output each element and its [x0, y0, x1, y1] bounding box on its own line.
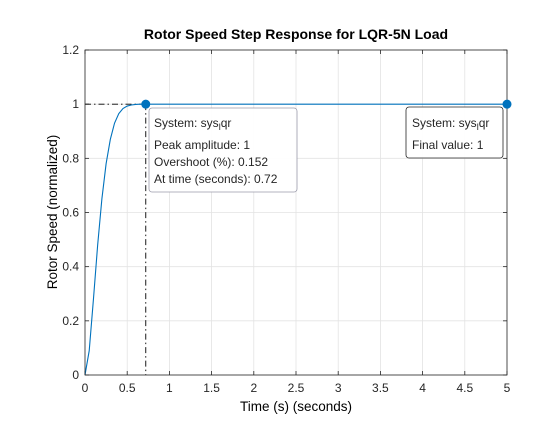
y-tick-label: 1 — [72, 97, 79, 111]
y-axis-label: Rotor Speed (normalized) — [45, 135, 60, 290]
final-datatip-box — [405, 106, 504, 159]
x-tick-label: 4 — [419, 381, 426, 395]
y-tick-label: 0 — [72, 368, 79, 382]
peak-datatip-system: System: syslqr — [154, 116, 231, 132]
final-value-text: Final value: 1 — [412, 138, 484, 152]
series-layer — [84, 103, 507, 376]
x-tick-label: 3.5 — [372, 381, 389, 395]
final-value-marker[interactable] — [502, 99, 512, 109]
x-tick-label: 5 — [504, 381, 511, 395]
x-axis-label: Time (s) (seconds) — [240, 399, 352, 414]
plot-border — [84, 49, 508, 376]
x-tick-label: 0 — [82, 381, 89, 395]
y-tick-label: 0.2 — [62, 314, 79, 328]
y-tick-label: 1.2 — [62, 43, 79, 57]
peak-time-text: At time (seconds): 0.72 — [154, 172, 278, 186]
peak-datatip-box — [148, 107, 298, 193]
chart-title: Rotor Speed Step Response for LQR-5N Loa… — [144, 26, 448, 42]
x-tick-label: 0.5 — [119, 381, 136, 395]
datatip-markers — [141, 99, 512, 109]
overshoot-text: Overshoot (%): 0.152 — [154, 155, 268, 169]
final-system-prefix: System: sys — [412, 116, 477, 130]
x-tick-label: 3 — [335, 381, 342, 395]
peak-marker[interactable] — [141, 99, 151, 109]
peak-system-suffix: qr — [221, 116, 232, 130]
y-tick-label: 0.4 — [62, 260, 79, 274]
peak-system-prefix: System: sys — [154, 116, 219, 130]
y-tick-label: 0.8 — [62, 151, 79, 165]
final-value-datatip[interactable]: System: syslqr Final value: 1 — [405, 106, 504, 159]
y-tick-label: 0.6 — [62, 206, 79, 220]
peak-system-subscript: l — [219, 122, 221, 132]
x-tick-label: 1.5 — [203, 381, 220, 395]
final-datatip-system: System: syslqr — [412, 116, 489, 132]
x-tick-label: 2 — [250, 381, 257, 395]
x-tick-label: 4.5 — [456, 381, 473, 395]
series-line-0 — [84, 103, 507, 376]
x-tick-label: 1 — [166, 381, 173, 395]
final-system-subscript: l — [477, 122, 479, 132]
peak-amplitude-text: Peak amplitude: 1 — [154, 138, 250, 152]
peak-datatip[interactable]: System: syslqr Peak amplitude: 1 Oversho… — [148, 107, 298, 193]
final-system-suffix: qr — [479, 116, 490, 130]
x-tick-label: 2.5 — [288, 381, 305, 395]
